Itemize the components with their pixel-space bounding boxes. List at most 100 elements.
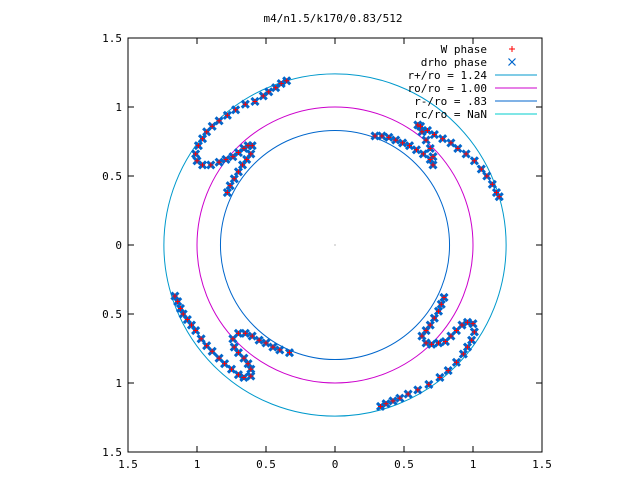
legend-marker-sample xyxy=(508,58,516,66)
w-point xyxy=(277,347,283,353)
y-tick-label: 1 xyxy=(115,377,122,390)
w-point xyxy=(248,151,254,157)
w-point xyxy=(198,336,204,342)
w-point xyxy=(489,181,495,187)
legend-label: ro/ro = 1.00 xyxy=(408,82,487,95)
w-point xyxy=(194,158,200,164)
w-point xyxy=(427,322,433,328)
w-point xyxy=(224,190,230,196)
w-point xyxy=(256,337,262,343)
w-point xyxy=(463,151,469,157)
w-point xyxy=(204,129,210,135)
legend-label: r-/ro = .83 xyxy=(414,95,487,108)
w-point xyxy=(230,154,236,160)
w-point xyxy=(209,348,215,354)
w-point xyxy=(241,145,247,151)
w-point xyxy=(231,176,237,182)
w-point xyxy=(241,374,247,380)
w-point xyxy=(235,150,241,156)
w-point xyxy=(379,133,385,139)
w-point xyxy=(235,169,241,175)
w-point xyxy=(278,81,284,87)
w-point xyxy=(440,136,446,142)
w-point xyxy=(453,328,459,334)
y-tick-label: 1 xyxy=(115,101,122,114)
reference-circle xyxy=(219,129,451,361)
x-tick-label: 0.5 xyxy=(256,458,276,471)
w-point xyxy=(235,350,241,356)
w-point xyxy=(431,315,437,321)
w-point xyxy=(244,156,250,162)
w-point xyxy=(478,166,484,172)
w-point xyxy=(260,93,266,99)
w-point xyxy=(442,339,448,345)
w-point xyxy=(266,89,272,95)
w-point xyxy=(175,299,181,305)
reference-circle xyxy=(163,73,507,417)
w-point xyxy=(233,107,239,113)
w-point xyxy=(427,145,433,151)
y-tick-label: 1.5 xyxy=(102,32,122,45)
w-point xyxy=(436,308,441,314)
w-point xyxy=(273,85,279,91)
w-point xyxy=(195,143,201,149)
w-point xyxy=(372,133,378,139)
w-point xyxy=(188,322,194,328)
legend-label: r+/ro = 1.24 xyxy=(408,69,488,82)
w-point xyxy=(193,328,199,334)
legend-label: rc/ro = NaN xyxy=(414,108,487,121)
w-point xyxy=(413,147,419,153)
w-point xyxy=(245,361,251,367)
w-point xyxy=(230,336,236,342)
w-point xyxy=(216,159,222,165)
w-point xyxy=(459,322,465,328)
w-point xyxy=(464,344,470,350)
w-point xyxy=(249,143,255,149)
w-point xyxy=(223,156,229,162)
w-point xyxy=(471,329,477,335)
legend-label: W phase xyxy=(441,43,487,56)
w-point xyxy=(177,305,183,311)
w-point xyxy=(235,330,241,336)
w-point xyxy=(431,132,437,138)
w-point xyxy=(397,395,403,401)
w-point xyxy=(235,372,241,378)
legend-label: drho phase xyxy=(421,56,487,69)
w-point xyxy=(200,136,206,142)
w-point xyxy=(448,333,454,339)
w-point xyxy=(216,118,222,124)
w-point xyxy=(393,137,399,143)
w-point xyxy=(423,328,429,334)
w-point xyxy=(216,355,222,361)
y-tick-label: 1.5 xyxy=(102,446,122,459)
w-point xyxy=(453,359,459,365)
chart-title: m4/n1.5/k170/0.83/512 xyxy=(263,12,402,25)
w-point xyxy=(423,137,429,143)
w-point xyxy=(204,343,210,349)
reference-circles xyxy=(163,73,507,417)
w-point xyxy=(209,123,215,129)
y-tick-label: 0 xyxy=(115,239,122,252)
w-point xyxy=(378,403,384,409)
w-point xyxy=(471,158,477,164)
center-dot xyxy=(334,244,336,246)
w-point xyxy=(286,350,292,356)
w-point xyxy=(224,112,230,118)
w-point xyxy=(418,123,424,129)
w-point xyxy=(229,366,234,372)
w-point xyxy=(430,154,436,160)
w-point xyxy=(249,333,255,339)
w-point xyxy=(390,398,396,404)
w-point xyxy=(263,340,269,346)
x-tick-label: 1.5 xyxy=(532,458,552,471)
w-point xyxy=(427,156,433,162)
w-point xyxy=(252,98,258,104)
w-point xyxy=(423,340,429,346)
w-point xyxy=(464,319,470,325)
axis-ticks: 1.5 1 0.5 0 0.5 1 1.51.510.500.511.5 xyxy=(102,32,552,471)
x-tick-label: 1 xyxy=(194,458,201,471)
w-point xyxy=(248,366,254,372)
w-point xyxy=(438,301,444,307)
